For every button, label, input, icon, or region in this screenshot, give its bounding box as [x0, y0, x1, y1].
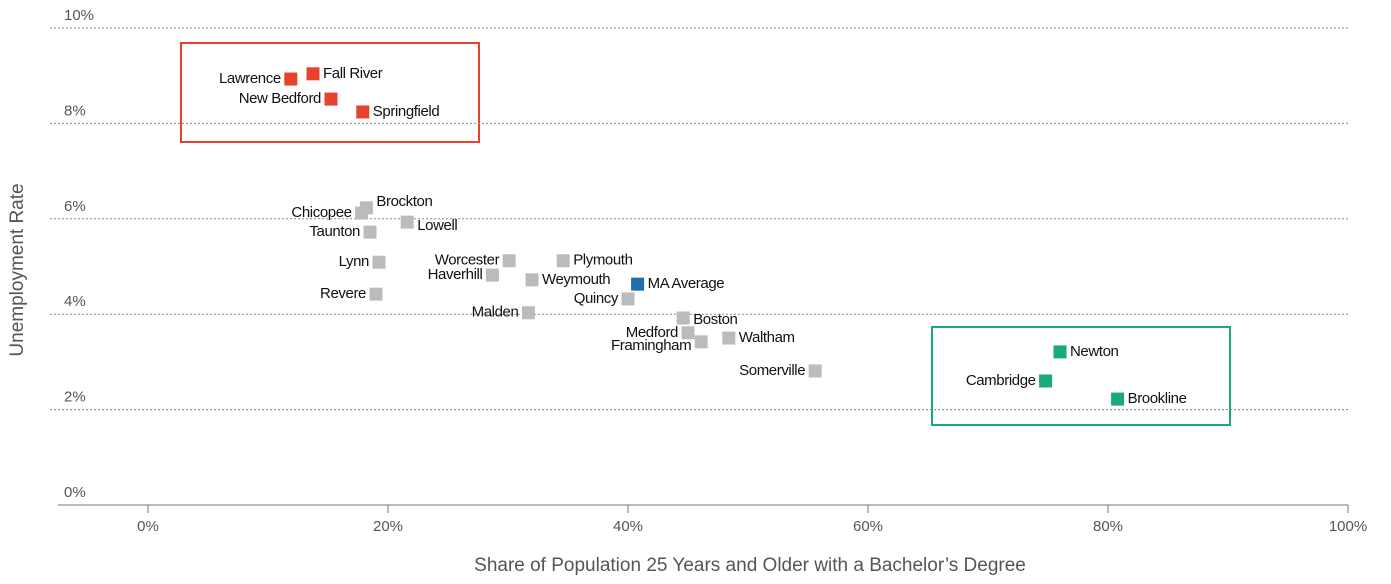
point — [363, 225, 377, 239]
highlight-box-high — [180, 42, 480, 143]
point — [356, 105, 370, 119]
x-tick-label: 80% — [1093, 518, 1123, 535]
point-label: Plymouth — [573, 252, 632, 269]
point-label: Boston — [693, 311, 737, 328]
point-label: New Bedford — [239, 90, 321, 107]
point-label: Cambridge — [966, 372, 1036, 389]
point-label: Newton — [1070, 343, 1119, 360]
point — [369, 287, 383, 301]
point — [324, 92, 338, 106]
point-label: Waltham — [739, 329, 795, 346]
y-tick-label: 8% — [64, 102, 86, 119]
point-label: Fall River — [323, 65, 383, 82]
point — [556, 254, 570, 268]
point — [400, 215, 414, 229]
x-tick-label: 20% — [373, 518, 403, 535]
point-label: Revere — [320, 285, 366, 302]
point — [1111, 392, 1125, 406]
point — [631, 277, 645, 291]
point — [1039, 374, 1053, 388]
point-label: Haverhill — [428, 266, 483, 283]
point-label: Weymouth — [542, 271, 610, 288]
point-label: Somerville — [739, 362, 805, 379]
point-label: Malden — [472, 304, 519, 321]
point-label: Quincy — [574, 290, 619, 307]
point-label: Worcester — [435, 252, 500, 269]
point — [694, 335, 708, 349]
point — [521, 306, 535, 320]
y-tick-label: 4% — [64, 293, 86, 310]
point-label: Lynn — [339, 253, 369, 270]
y-axis-title: Unemployment Rate — [7, 183, 28, 356]
point — [502, 254, 516, 268]
point-label: Lawrence — [219, 70, 281, 87]
highlight-box-low — [931, 326, 1231, 426]
point — [525, 273, 539, 287]
point — [372, 255, 386, 269]
x-tick-label: 0% — [137, 518, 159, 535]
y-tick-label: 6% — [64, 198, 86, 215]
point — [676, 311, 690, 325]
x-tick-label: 60% — [853, 518, 883, 535]
point-label: Chicopee — [291, 204, 351, 221]
point-label: Medford — [626, 324, 678, 341]
point-label: Taunton — [309, 223, 360, 240]
point — [621, 292, 635, 306]
point-label: Framingham — [611, 337, 691, 354]
point — [1053, 345, 1067, 359]
point — [808, 364, 822, 378]
y-tick-label: 0% — [64, 484, 86, 501]
point-label: Brookline — [1128, 390, 1187, 407]
point — [485, 268, 499, 282]
point — [722, 331, 736, 345]
point — [359, 201, 373, 215]
point-label: Brockton — [376, 193, 432, 210]
y-tick-label: 10% — [64, 7, 94, 24]
point-label: MA Average — [648, 275, 725, 292]
point — [681, 326, 695, 340]
x-tick-label: 40% — [613, 518, 643, 535]
x-axis-title: Share of Population 25 Years and Older w… — [474, 555, 1026, 576]
point — [306, 67, 320, 81]
point — [284, 72, 298, 86]
x-tick-label: 100% — [1329, 518, 1367, 535]
y-tick-label: 2% — [64, 389, 86, 406]
point-label: Springfield — [373, 103, 440, 120]
point-label: Lowell — [417, 217, 457, 234]
